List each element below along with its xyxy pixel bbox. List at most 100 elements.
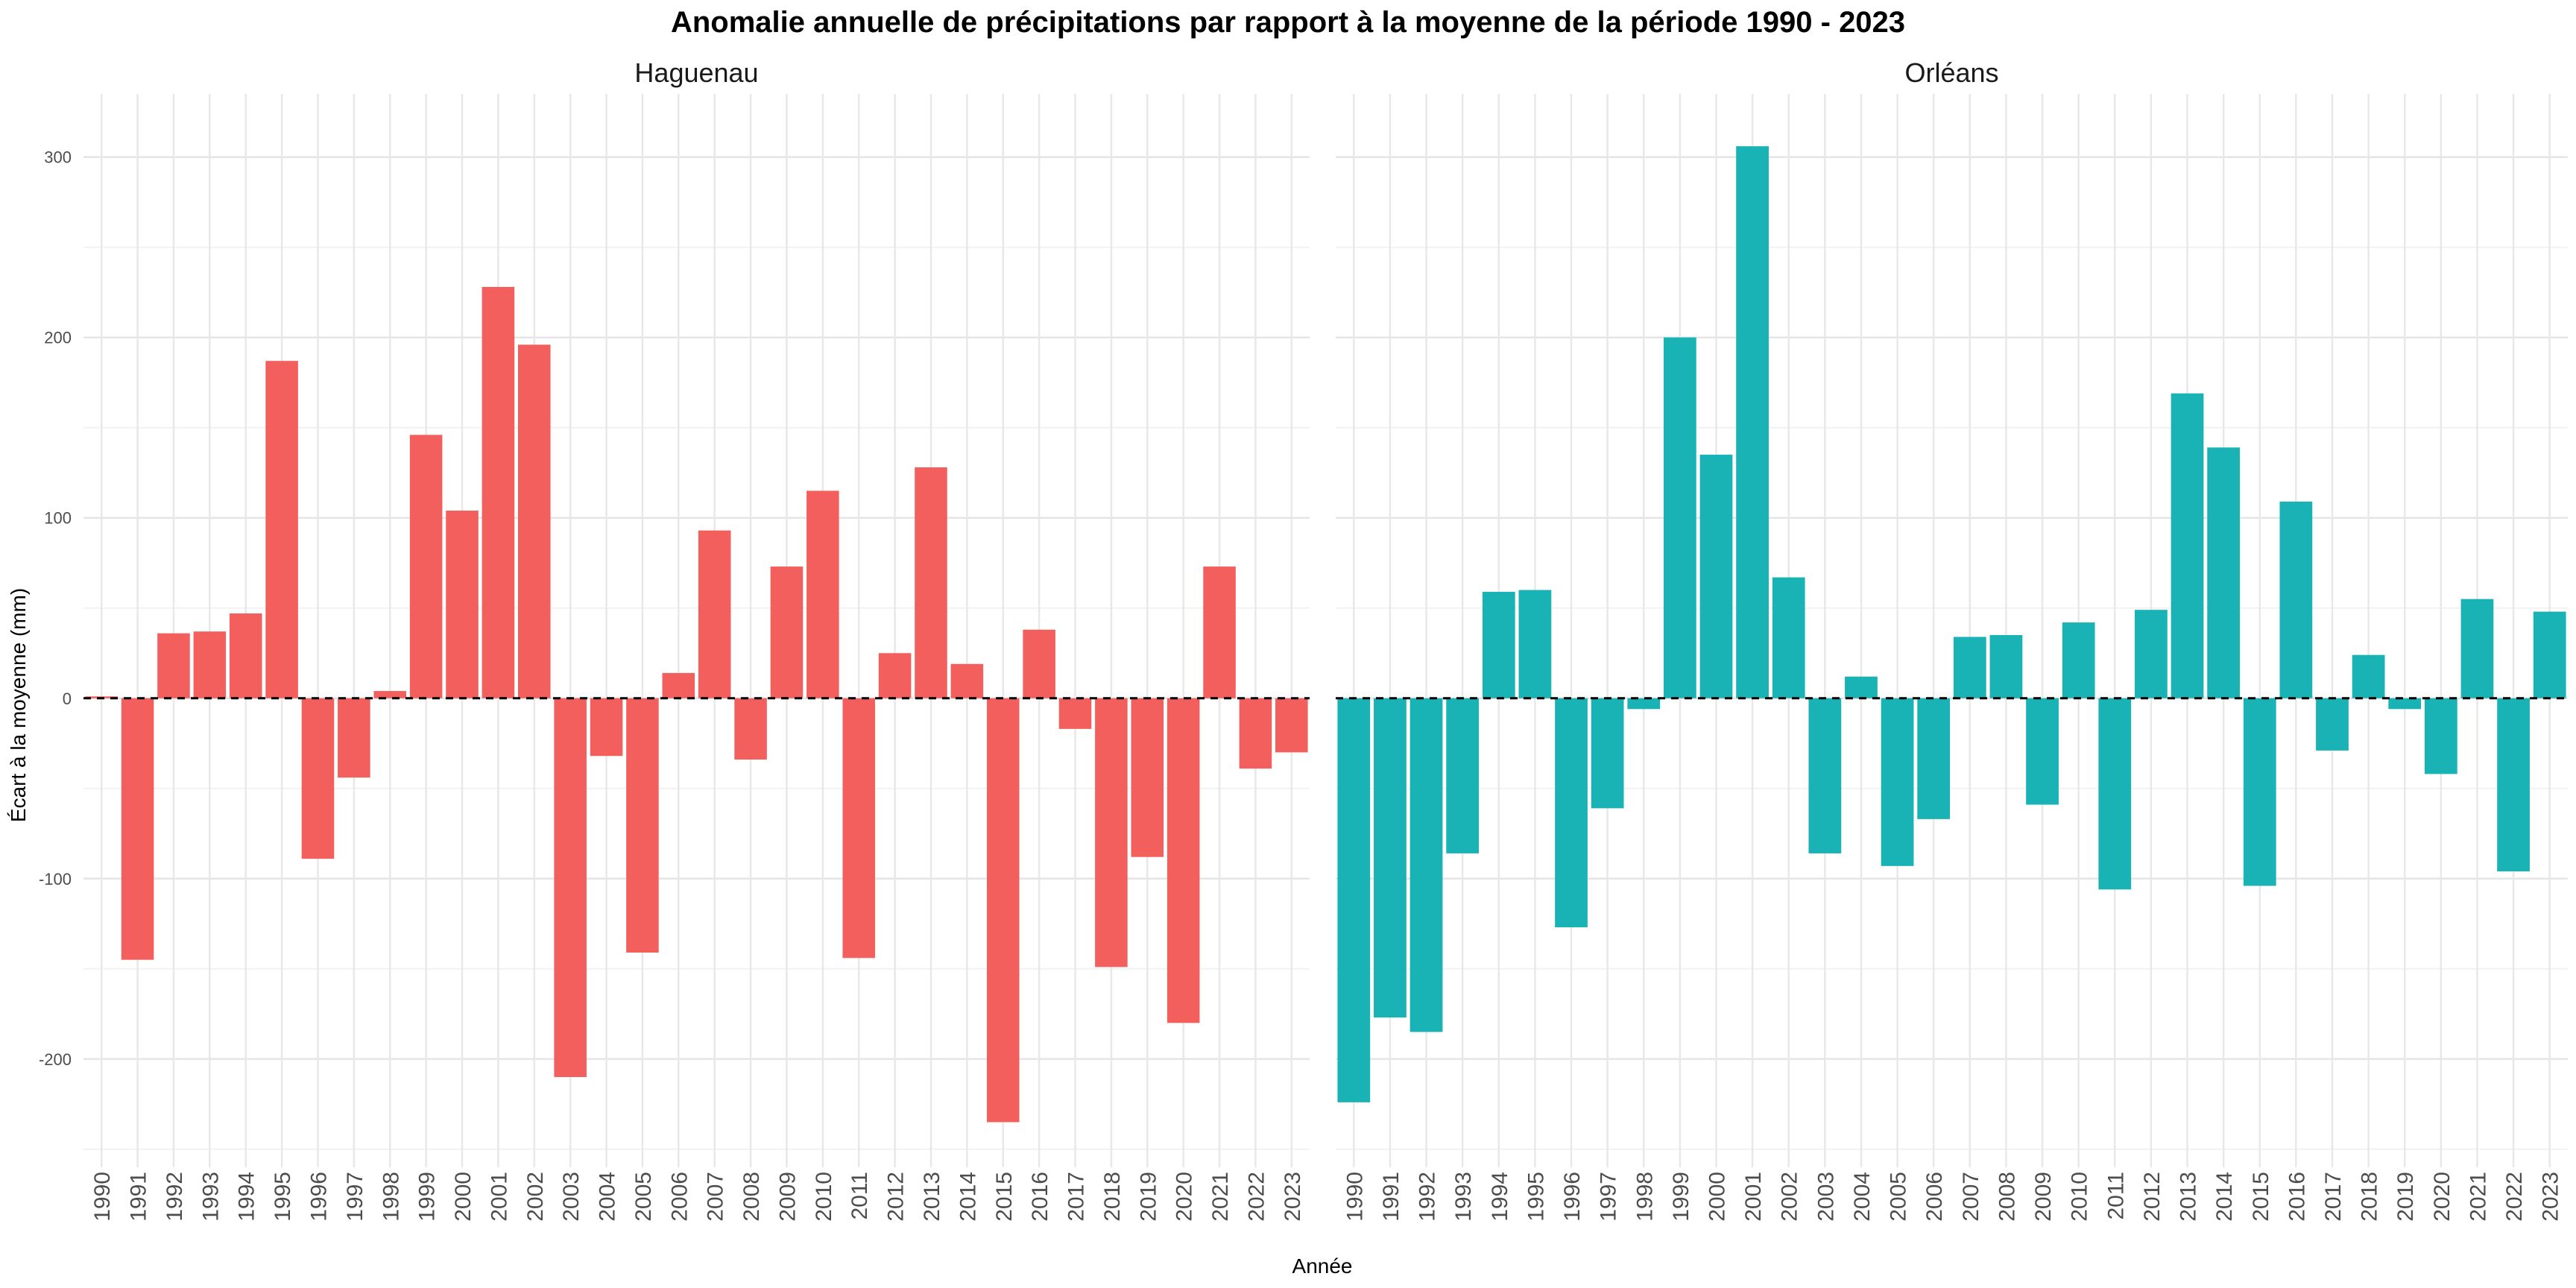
x-tick-label: 2009: [775, 1172, 800, 1222]
x-tick-label: 1992: [1415, 1172, 1440, 1222]
x-tick-label: 1997: [343, 1172, 367, 1222]
y-tick-label: 300: [44, 148, 72, 167]
bar-Orléans-2008: [1989, 635, 2023, 698]
x-tick-label: 2015: [992, 1172, 1017, 1222]
bar-Haguenau-2008: [734, 698, 767, 760]
bar-Orléans-2001: [1736, 146, 1769, 698]
bar-Haguenau-2023: [1275, 698, 1308, 753]
y-tick-label: -200: [39, 1050, 72, 1069]
x-tick-label: 1991: [1379, 1172, 1404, 1222]
x-tick-label: 1995: [1524, 1172, 1548, 1222]
bar-Haguenau-2017: [1058, 698, 1092, 729]
x-tick-label: 2007: [704, 1172, 728, 1222]
x-tick-label: 2011: [847, 1172, 872, 1220]
bar-Orléans-2011: [2098, 698, 2132, 890]
bar-Haguenau-2014: [950, 663, 984, 698]
bar-Orléans-1991: [1374, 698, 1407, 1018]
bar-Orléans-2002: [1772, 577, 1805, 698]
x-tick-label: 2014: [956, 1172, 980, 1222]
x-tick-label: 2017: [1064, 1172, 1089, 1222]
x-tick-label: 2022: [2502, 1172, 2527, 1222]
bar-Haguenau-2012: [878, 653, 912, 698]
x-tick-label: 1991: [127, 1172, 151, 1222]
x-tick-label: 2000: [451, 1172, 476, 1222]
bar-Haguenau-2002: [518, 344, 551, 698]
bar-Orléans-2015: [2243, 698, 2276, 886]
bar-Orléans-2013: [2171, 393, 2204, 698]
bar-Haguenau-1992: [157, 633, 190, 698]
bar-Haguenau-2004: [590, 698, 623, 757]
x-tick-label: 2009: [2031, 1172, 2056, 1222]
bar-Haguenau-1991: [121, 698, 154, 960]
bar-Orléans-2023: [2533, 611, 2566, 698]
bar-Haguenau-2003: [554, 698, 587, 1077]
x-tick-label: 1990: [1342, 1172, 1367, 1222]
x-tick-label: 2019: [2393, 1172, 2418, 1222]
x-tick-label: 2023: [1281, 1172, 1305, 1222]
bar-Haguenau-1993: [193, 631, 227, 698]
bar-Haguenau-2000: [446, 511, 479, 698]
panel-title-1: Haguenau: [634, 57, 758, 88]
x-tick-label: 1998: [379, 1172, 403, 1222]
panel-1: Orléans 1990 1991 1992 1993 1994 1995 1996 1997 1…: [1336, 57, 2568, 1222]
bar-Orléans-2022: [2497, 698, 2530, 872]
bar-Orléans-1996: [1555, 698, 1588, 928]
bar-Haguenau-2005: [626, 698, 659, 953]
x-tick-label: 2006: [667, 1172, 692, 1222]
x-tick-label: 2010: [812, 1172, 836, 1222]
bar-Haguenau-2007: [698, 530, 731, 698]
bar-Haguenau-2015: [986, 698, 1020, 1123]
bar-Haguenau-2001: [482, 286, 515, 698]
bar-Orléans-1997: [1591, 698, 1624, 809]
y-tick-label: 100: [44, 509, 72, 528]
x-tick-label: 1994: [235, 1172, 259, 1222]
bar-Orléans-2006: [1917, 698, 1951, 819]
bar-Haguenau-2009: [770, 566, 804, 698]
x-tick-label: 2012: [2140, 1172, 2165, 1222]
bar-Haguenau-1994: [229, 613, 262, 698]
bar-Orléans-2012: [2135, 610, 2168, 698]
bar-Haguenau-2006: [662, 672, 695, 698]
bar-Orléans-1998: [1627, 698, 1661, 710]
bar-Haguenau-2016: [1023, 629, 1055, 698]
x-tick-label: 2003: [1813, 1172, 1838, 1222]
bar-Haguenau-2019: [1131, 698, 1164, 857]
bar-Haguenau-1996: [301, 698, 335, 859]
x-tick-label: 2018: [1100, 1172, 1125, 1222]
y-tick-label: -100: [39, 870, 72, 888]
bar-Haguenau-1995: [265, 361, 298, 698]
x-tick-label: 2001: [487, 1172, 511, 1222]
bar-Orléans-1990: [1337, 698, 1371, 1102]
bar-Orléans-2005: [1881, 698, 1914, 866]
bar-Haguenau-2018: [1095, 698, 1128, 967]
x-tick-label: 1993: [1451, 1172, 1476, 1222]
x-tick-label: 2004: [1850, 1172, 1875, 1222]
x-tick-label: 2002: [523, 1172, 548, 1222]
x-tick-label: 2013: [920, 1172, 944, 1222]
x-tick-label: 2011: [2103, 1172, 2128, 1220]
y-tick-label: 0: [63, 689, 72, 708]
x-tick-label: 1996: [306, 1172, 331, 1222]
x-tick-label: 2016: [2285, 1172, 2309, 1222]
x-tick-label: 2015: [2249, 1172, 2273, 1222]
x-tick-label: 1990: [90, 1172, 115, 1222]
bar-Orléans-1999: [1663, 337, 1696, 698]
x-tick-label: 2010: [2068, 1172, 2092, 1222]
x-tick-label: 2016: [1028, 1172, 1052, 1222]
x-tick-label: 2005: [631, 1172, 656, 1222]
y-tick-label: 200: [44, 329, 72, 347]
x-tick-label: 2007: [1959, 1172, 1983, 1222]
x-tick-label: 2019: [1136, 1172, 1161, 1222]
bar-Orléans-2021: [2460, 599, 2494, 698]
x-tick-label: 1992: [162, 1172, 187, 1222]
bar-Orléans-1995: [1518, 590, 1552, 698]
x-tick-label: 1998: [1632, 1172, 1657, 1222]
x-tick-label: 2014: [2212, 1172, 2237, 1222]
bar-Orléans-1994: [1482, 591, 1515, 698]
panel-0: Haguenau 1990 1991 1992 1993 1994 1995 1996 1997…: [39, 57, 1310, 1222]
x-tick-label: 2020: [2430, 1172, 2455, 1222]
chart-title: Anomalie annuelle de précipitations par …: [671, 6, 1905, 39]
bar-Orléans-2000: [1699, 455, 1733, 698]
x-tick-label: 2003: [559, 1172, 584, 1222]
